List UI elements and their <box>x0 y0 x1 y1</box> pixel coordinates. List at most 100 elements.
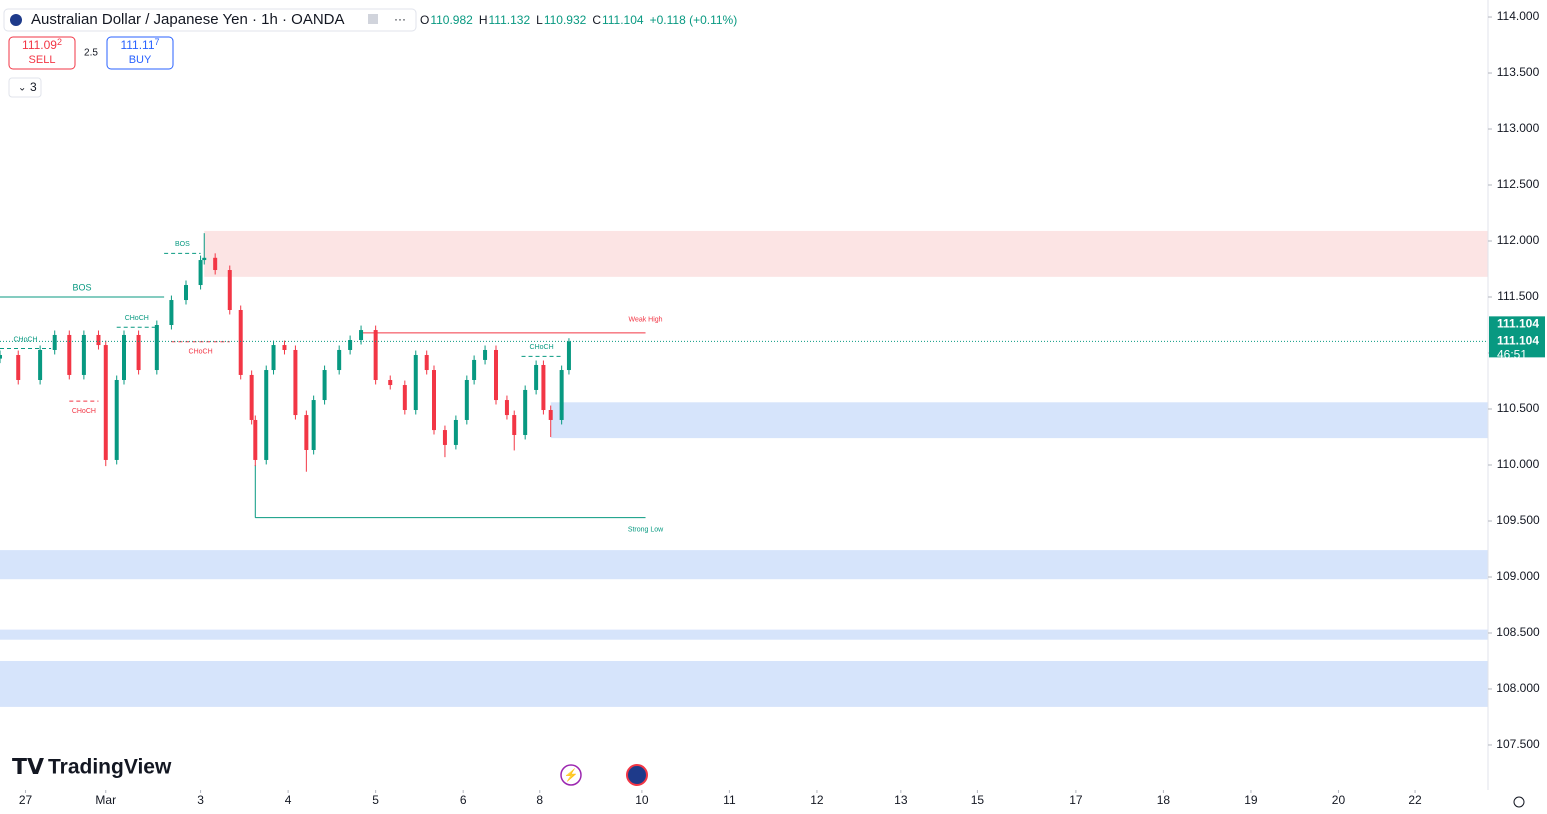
ohlc-key: O <box>420 13 429 27</box>
structure-label: CHoCH <box>72 408 96 415</box>
icon[interactable] <box>368 14 378 24</box>
candle-body <box>16 355 21 380</box>
sell-label: SELL <box>29 54 56 66</box>
candle-body <box>504 400 509 416</box>
candle-body <box>311 400 316 450</box>
y-tick-label: 112.000 <box>1497 233 1540 247</box>
candle-body <box>453 419 458 445</box>
candle-body <box>136 334 141 371</box>
brand-name: TradingView <box>48 756 172 779</box>
settings-icon[interactable] <box>1513 796 1525 808</box>
structure-label: CHoCH <box>13 336 37 343</box>
buy-label: BUY <box>129 54 152 66</box>
candle-body <box>472 359 477 380</box>
x-tick-label: 6 <box>460 793 467 807</box>
buy-pip: 7 <box>155 37 160 47</box>
event-icon[interactable] <box>560 764 582 786</box>
y-tick-label: 112.500 <box>1497 177 1540 191</box>
structure-label: CHoCH <box>125 315 149 322</box>
structure-label: BOS <box>73 282 92 292</box>
candle-body <box>548 410 553 420</box>
more[interactable]: ··· <box>394 12 406 26</box>
level-label: Weak High <box>628 317 662 324</box>
zone <box>0 550 1488 580</box>
candle-body <box>534 364 539 390</box>
zone <box>0 629 1488 640</box>
symbol-title[interactable]: Australian Dollar / Japanese Yen · 1h · … <box>31 11 345 28</box>
ohlc-value: 111.104 <box>602 13 644 27</box>
candle-body <box>213 257 218 271</box>
buy-price-main: 111.11 <box>120 38 154 52</box>
x-tick-label: 3 <box>197 793 204 807</box>
x-tick-label: 18 <box>1157 793 1171 807</box>
sell-button[interactable] <box>8 36 76 70</box>
candle-body <box>198 260 203 286</box>
candle-body <box>388 379 393 386</box>
candle-body <box>559 370 564 420</box>
candle-body <box>202 257 207 261</box>
candle-body <box>122 334 126 380</box>
candle-body <box>348 340 353 350</box>
ohlc-key: H <box>479 13 488 27</box>
x-tick-label: 22 <box>1408 793 1422 807</box>
candle-body <box>81 334 86 375</box>
candle-body <box>67 334 72 375</box>
chevron: ⌄ <box>18 83 26 94</box>
x-tick-label: 12 <box>810 793 824 807</box>
sell-pip: 2 <box>57 37 62 47</box>
indicator-toggle[interactable] <box>8 77 42 98</box>
zone <box>0 660 1488 707</box>
candle-body <box>304 415 309 450</box>
y-tick-label: 110.500 <box>1497 401 1540 415</box>
candle-body <box>322 370 327 401</box>
y-tick-label: 109.500 <box>1496 513 1540 527</box>
flag-event[interactable] <box>626 764 648 786</box>
candle-body <box>114 379 119 460</box>
candle-body <box>103 345 108 460</box>
zone <box>550 402 1488 439</box>
x-tick-label: Mar <box>95 793 116 807</box>
flag-icon <box>10 14 22 26</box>
symbol-box[interactable] <box>3 8 417 32</box>
candle-body <box>523 389 528 435</box>
x-tick-label: 27 <box>19 793 33 807</box>
candle-body <box>271 345 276 371</box>
candle-body <box>249 374 254 420</box>
candle-body <box>432 370 436 431</box>
x-tick-label: 17 <box>1069 793 1083 807</box>
candle-body <box>96 334 101 346</box>
candle-body <box>494 349 498 401</box>
candle-body <box>169 300 174 326</box>
ohlc-key: C <box>592 13 601 27</box>
x-tick-label: 15 <box>971 793 985 807</box>
indicator-count: 3 <box>30 80 37 94</box>
level-label: Strong Low <box>628 526 664 533</box>
candle-body <box>402 385 407 411</box>
plot-area: BOS CHoCH CHoCH CHoCH BOS CHoCH CHoCH Weak High… <box>0 230 1488 707</box>
y-tick-label: 110.000 <box>1497 457 1540 471</box>
structure-label: CHoCH <box>189 349 213 356</box>
x-tick-label: 4 <box>285 793 292 807</box>
x-tick-label: 8 <box>536 793 543 807</box>
sell-price-main: 111.09 <box>22 38 57 52</box>
x-tick-label: 13 <box>894 793 908 807</box>
brand-logo: 𝗧𝗩 <box>12 754 44 779</box>
x-tick-label: 5 <box>372 793 379 807</box>
candle-body <box>253 419 258 460</box>
x-tick-label: 20 <box>1332 793 1346 807</box>
x-tick-label: 10 <box>635 793 649 807</box>
spread: 2.5 <box>84 48 98 59</box>
sell-price: 111.092 <box>22 37 62 52</box>
x-tick-label: 11 <box>723 793 736 807</box>
last-price-symbol: 111.104 <box>1497 317 1539 331</box>
buy-button[interactable] <box>106 36 174 70</box>
y-tick-label: 111.500 <box>1497 289 1539 303</box>
last-price-tag <box>1489 316 1545 358</box>
zone <box>204 230 1488 277</box>
candle-body <box>424 355 429 371</box>
y-tick-label: 107.500 <box>1496 737 1540 751</box>
candle-body <box>38 349 43 380</box>
y-tick-label: 108.500 <box>1496 625 1540 639</box>
x-tick-label: 19 <box>1244 793 1258 807</box>
